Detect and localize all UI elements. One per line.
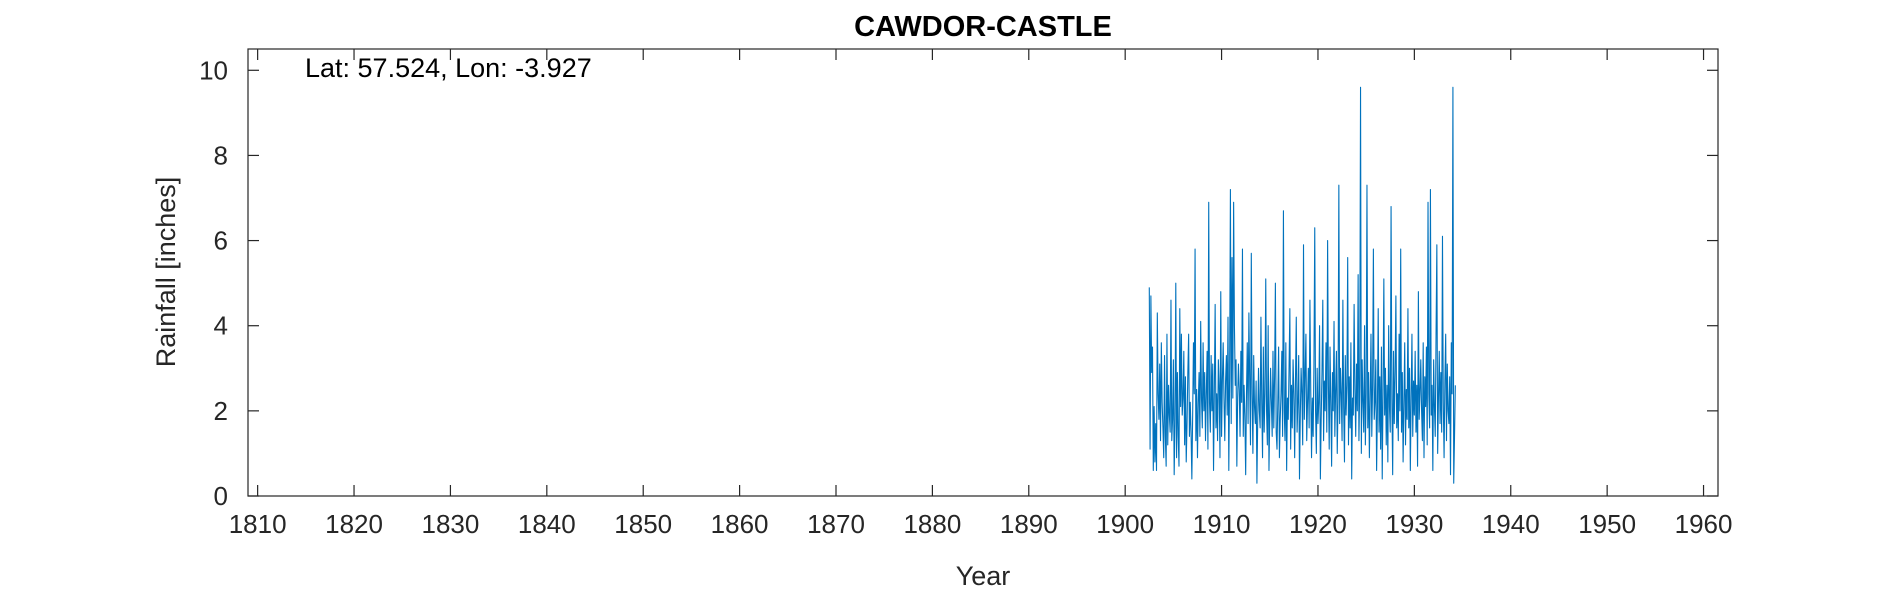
y-tick-label: 4 [214,311,228,341]
y-axis-label: Rainfall [inches] [151,177,181,368]
axis-ticks [248,49,1718,497]
x-tick-label: 1870 [807,509,865,539]
y-tick-labels: 0 2 4 6 8 10 [199,55,228,511]
y-tick-label: 0 [214,481,228,511]
x-tick-label: 1810 [229,509,287,539]
x-tick-label: 1830 [422,509,480,539]
rainfall-series-line [1148,86,1456,484]
x-tick-label: 1940 [1482,509,1540,539]
x-axis-label: Year [956,561,1011,591]
x-tick-label: 1900 [1096,509,1154,539]
series-group [1148,86,1456,484]
x-tick-label: 1920 [1289,509,1347,539]
y-tick-label: 6 [214,226,228,256]
location-annotation: Lat: 57.524, Lon: -3.927 [305,53,592,83]
y-tick-label: 8 [214,140,228,170]
x-tick-label: 1960 [1675,509,1733,539]
x-tick-label: 1890 [1000,509,1058,539]
x-tick-label: 1850 [614,509,672,539]
x-tick-label: 1820 [325,509,383,539]
plot-area-frame [247,48,1719,497]
x-tick-label: 1840 [518,509,576,539]
x-tick-label: 1860 [711,509,769,539]
plot-area-background [248,49,1718,496]
x-tick-labels: 1810 1820 1830 1840 1850 1860 1870 1880 1890 1900… [229,509,1733,539]
x-tick-label: 1930 [1385,509,1443,539]
x-tick-label: 1910 [1193,509,1251,539]
y-tick-label: 2 [214,396,228,426]
x-tick-label: 1880 [903,509,961,539]
x-tick-label: 1950 [1578,509,1636,539]
y-tick-label: 10 [199,55,228,85]
chart-title: CAWDOR-CASTLE [854,11,1112,43]
